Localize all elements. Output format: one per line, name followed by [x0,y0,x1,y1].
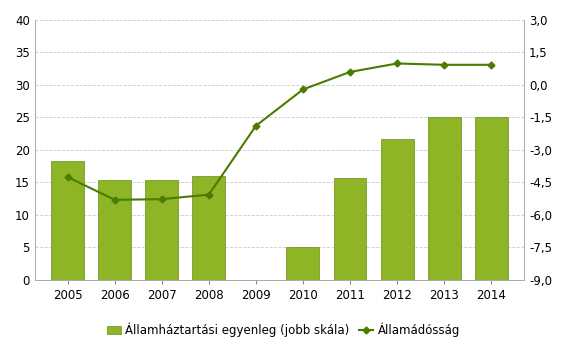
Bar [286,247,319,280]
Bar [333,178,366,280]
Bar [475,117,507,280]
Legend: Államháztartási egyenleg (jobb skála), Államádósság: Államháztartási egyenleg (jobb skála), Á… [102,318,465,342]
Bar [98,180,131,280]
Bar [51,161,84,280]
Bar [428,117,460,280]
Bar [192,176,225,280]
Bar [380,139,413,280]
Bar [145,180,178,280]
